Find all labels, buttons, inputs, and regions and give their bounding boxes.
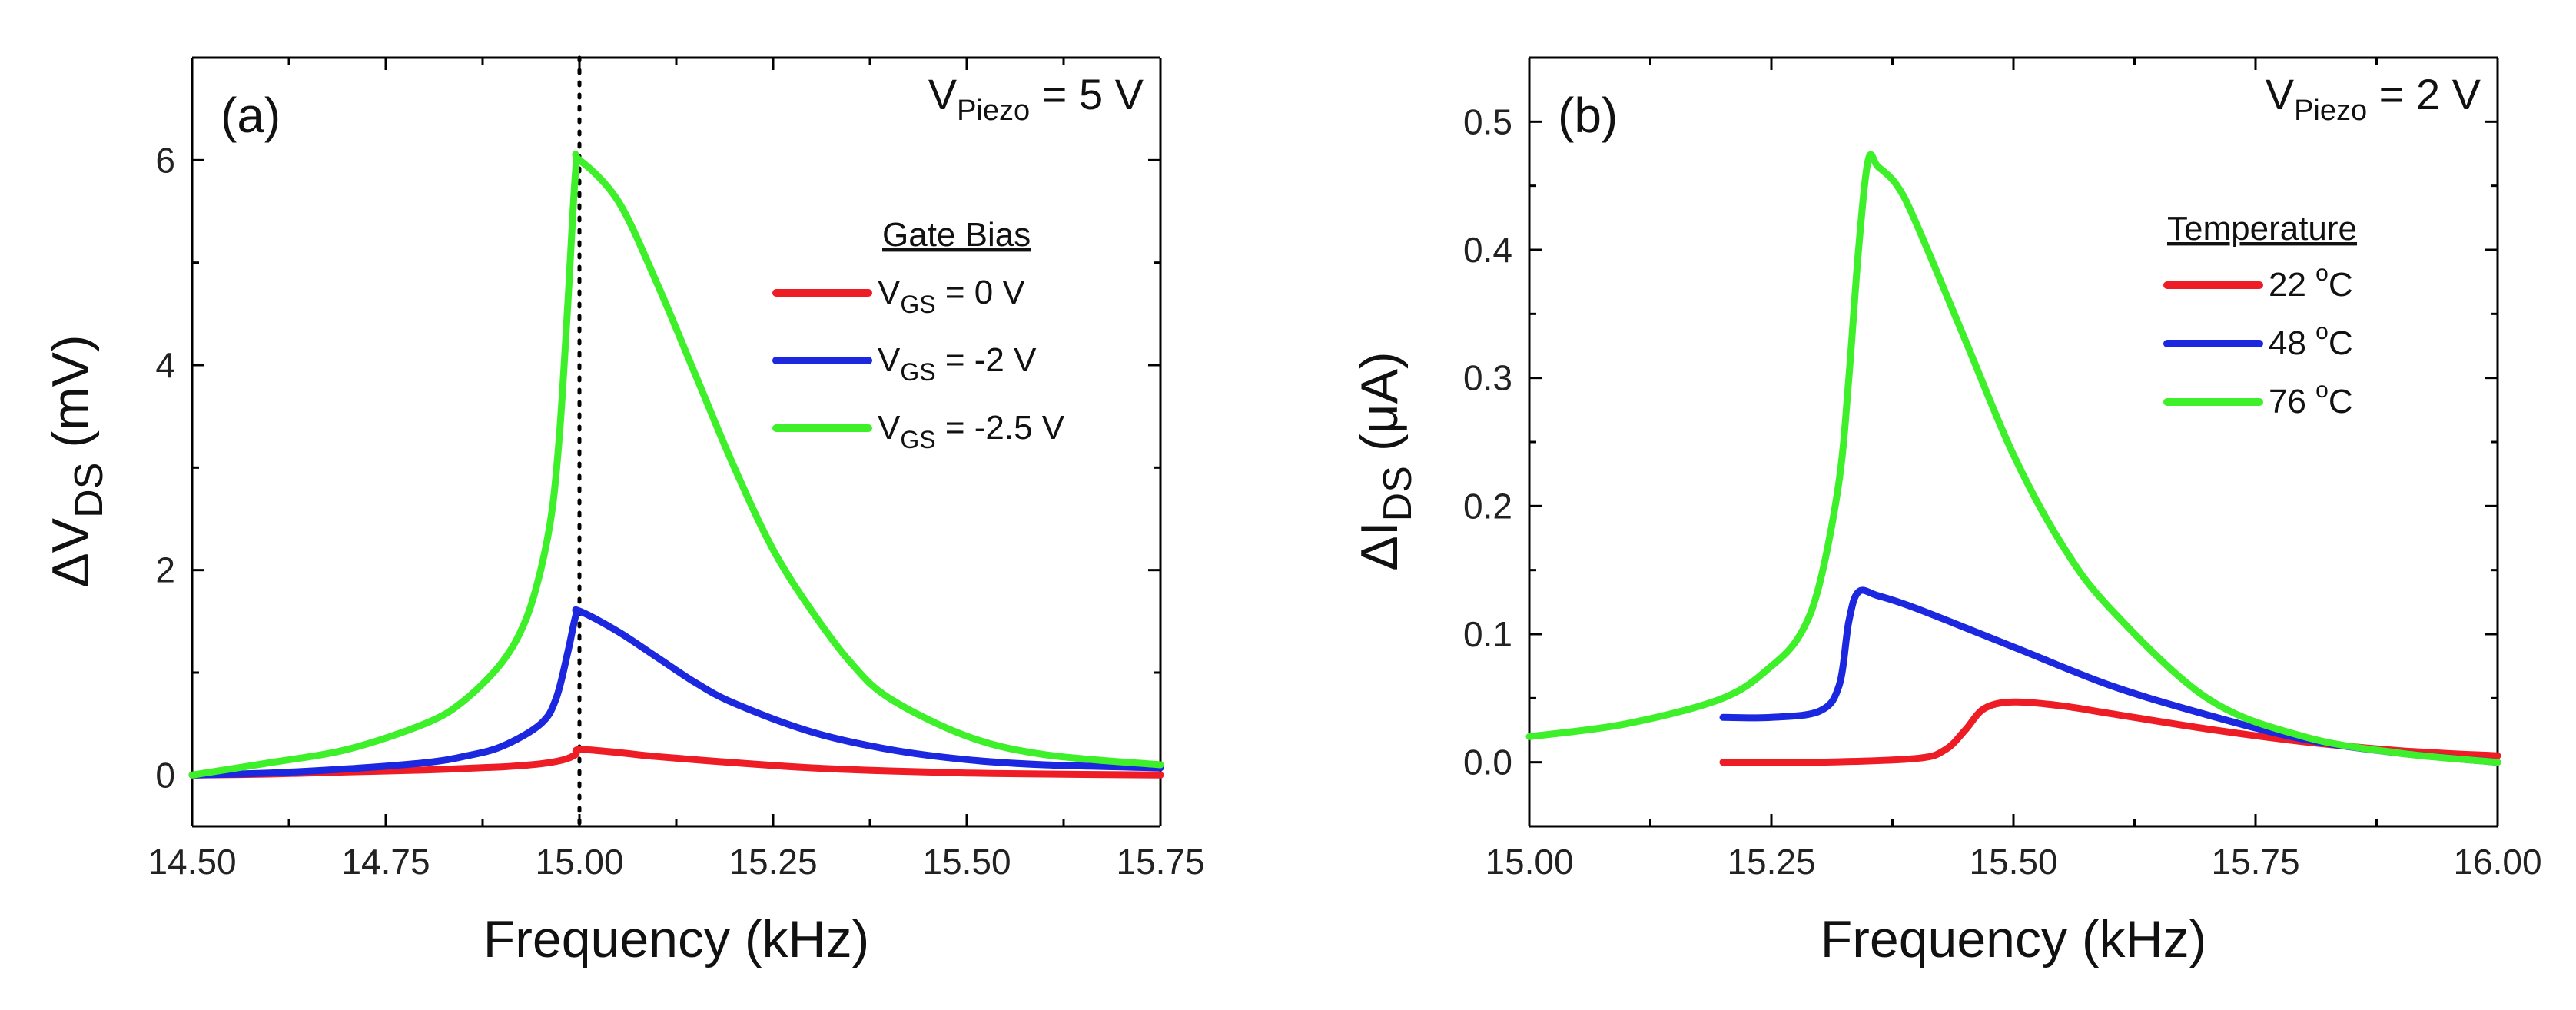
y-tick-label: 0.0 <box>1463 743 1512 782</box>
panel-b-vpiezo-annotation: VPiezo = 2 V <box>2266 70 2481 127</box>
panel-b-label: (b) <box>1558 88 1618 143</box>
y-tick-label: 0.4 <box>1463 230 1512 270</box>
panel-a: 14.50 14.75 15.00 15.25 15.50 15.75 0 2 4 6 (a) V… <box>41 55 1205 968</box>
panel-a-legend-title: Gate Bias <box>882 216 1031 254</box>
y-tick-label: 0 <box>155 755 175 795</box>
x-tick-label: 14.75 <box>341 842 430 882</box>
legend-label-2: 48 oC <box>2269 319 2353 362</box>
y-tick-label: 0.5 <box>1463 101 1512 141</box>
panel-b: 15.00 15.25 15.50 15.75 16.00 0.0 0.1 0.2 0.3 0.4… <box>1350 56 2542 968</box>
panel-a-vpiezo-annotation: VPiezo = 5 V <box>928 70 1144 127</box>
y-tick-label: 0.2 <box>1463 486 1512 526</box>
series-line-2 <box>1719 586 2501 766</box>
series-line-3 <box>188 151 1164 779</box>
panel-b-y-axis-title: ΔIDS (μA) <box>1350 351 1420 570</box>
legend-label-1: 22 oC <box>2269 261 2353 304</box>
panel-b-x-axis-title: Frequency (kHz) <box>1821 910 2207 968</box>
x-tick-label: 15.50 <box>922 842 1011 882</box>
panel-a-y-axis-title: ΔVDS (mV) <box>41 334 111 587</box>
x-tick-label: 15.00 <box>535 842 623 882</box>
y-tick-label: 4 <box>155 345 175 385</box>
series-line-2 <box>188 606 1164 779</box>
series-line-3 <box>1525 151 2501 766</box>
panel-b-legend-title: Temperature <box>2167 210 2357 248</box>
legend-label-3: VGS = -2.5 V <box>878 409 1065 454</box>
y-tick-label: 0.3 <box>1463 358 1512 398</box>
y-tick-label: 6 <box>155 140 175 180</box>
series-line-1 <box>188 746 1164 779</box>
x-tick-label: 15.50 <box>1969 842 2057 882</box>
x-tick-label: 16.00 <box>2453 842 2541 882</box>
x-tick-label: 14.50 <box>148 842 236 882</box>
x-tick-label: 15.25 <box>729 842 817 882</box>
x-tick-label: 15.75 <box>2211 842 2299 882</box>
x-tick-label: 15.25 <box>1727 842 1815 882</box>
panel-a-label: (a) <box>221 88 281 143</box>
legend-label-3: 76 oC <box>2269 377 2353 420</box>
x-tick-label: 15.75 <box>1116 842 1204 882</box>
legend-label-1: VGS = 0 V <box>878 274 1025 318</box>
x-tick-label: 15.00 <box>1485 842 1573 882</box>
legend-label-2: VGS = -2 V <box>878 341 1037 386</box>
y-tick-label: 2 <box>155 550 175 590</box>
panel-a-x-axis-title: Frequency (kHz) <box>483 910 870 968</box>
y-tick-label: 0.1 <box>1463 614 1512 654</box>
